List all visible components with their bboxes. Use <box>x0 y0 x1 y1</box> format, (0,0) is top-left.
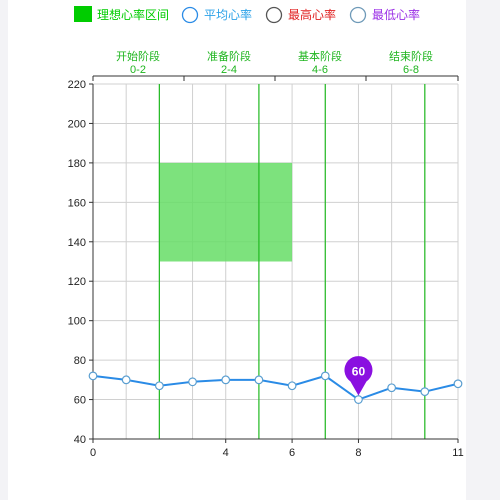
data-point <box>387 383 397 393</box>
x-tick-label: 6 <box>289 447 295 459</box>
y-tick-label: 200 <box>68 118 86 130</box>
y-tick-label: 140 <box>68 237 86 249</box>
legend-label: 最高心率 <box>288 7 336 22</box>
legend-label: 理想心率区间 <box>97 7 169 22</box>
legend-label: 平均心率 <box>204 7 252 22</box>
legend-label: 最低心率 <box>372 7 420 22</box>
y-tick-label: 220 <box>68 79 86 91</box>
data-point <box>188 377 197 387</box>
y-tick-label: 180 <box>68 158 86 170</box>
data-point <box>420 387 430 397</box>
phase-name-label: 结束阶段 <box>389 49 433 63</box>
phase-name-label: 开始阶段 <box>116 49 160 63</box>
x-tick-label: 4 <box>223 447 229 459</box>
y-tick-label: 80 <box>74 355 86 367</box>
min-heart-rate-marker <box>344 356 373 396</box>
x-tick-label: 0 <box>90 447 96 459</box>
x-tick-label: 11 <box>452 447 463 459</box>
data-point <box>320 371 330 381</box>
phase-name-label: 基本阶段 <box>298 49 342 63</box>
right-panel-edge <box>466 0 500 500</box>
x-tick-label: 8 <box>355 447 361 459</box>
legend-swatch-min <box>349 6 367 24</box>
legend-swatch-max <box>265 6 283 24</box>
ideal-heart-rate-zone <box>159 162 293 262</box>
phase-range-label: 0-2 <box>130 64 146 76</box>
data-point <box>254 375 264 385</box>
average-heart-rate-line <box>92 374 459 401</box>
y-tick-label: 100 <box>68 316 86 328</box>
data-point <box>221 375 231 385</box>
data-point <box>121 375 131 385</box>
left-panel-edge <box>0 0 8 500</box>
legend-swatch-avg <box>181 6 199 24</box>
y-tick-label: 120 <box>68 276 86 288</box>
min-marker-label: 60 <box>352 365 366 379</box>
phase-range-label: 6-8 <box>403 64 419 76</box>
phase-name-label: 准备阶段 <box>207 49 251 63</box>
phase-range-label: 2-4 <box>221 64 237 76</box>
phase-range-label: 4-6 <box>312 64 328 76</box>
y-tick-label: 60 <box>74 395 86 407</box>
data-point <box>354 395 363 404</box>
data-point <box>154 381 164 391</box>
data-point <box>88 371 98 381</box>
data-point <box>453 379 463 389</box>
y-tick-label: 40 <box>74 434 86 446</box>
y-tick-label: 160 <box>68 197 86 209</box>
data-point <box>287 381 297 391</box>
legend-swatch-ideal-zone <box>74 6 92 22</box>
